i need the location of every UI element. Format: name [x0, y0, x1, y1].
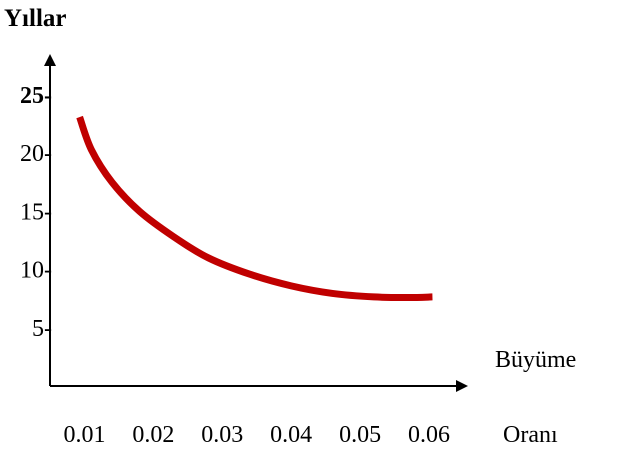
x-tick-label: 0.06 [408, 422, 450, 448]
y-tick-label: 20- [20, 141, 52, 167]
series-line [76, 115, 433, 302]
y-tick-label: 15- [20, 199, 52, 225]
y-tick-label: 10- [20, 258, 52, 284]
x-tick-label: 0.01 [63, 422, 105, 448]
x-axis-title-line1: Büyüme [495, 347, 576, 373]
x-axis-title-line2: Oranı [503, 422, 558, 448]
x-tick-label: 0.02 [132, 422, 174, 448]
x-tick-label: 0.04 [270, 422, 312, 448]
y-tick-label: 5- [32, 316, 52, 342]
x-tick-label: 0.05 [339, 422, 381, 448]
y-tick-labels: 25- 20- 15- 10- 5- [20, 83, 52, 342]
x-tick-label: 0.03 [201, 422, 243, 448]
series-layer [76, 115, 433, 302]
y-axis-title: Yıllar [4, 5, 67, 32]
y-tick-label: 25- [20, 83, 52, 109]
x-tick-labels: 0.01 0.02 0.03 0.04 0.05 0.06 [63, 422, 450, 448]
